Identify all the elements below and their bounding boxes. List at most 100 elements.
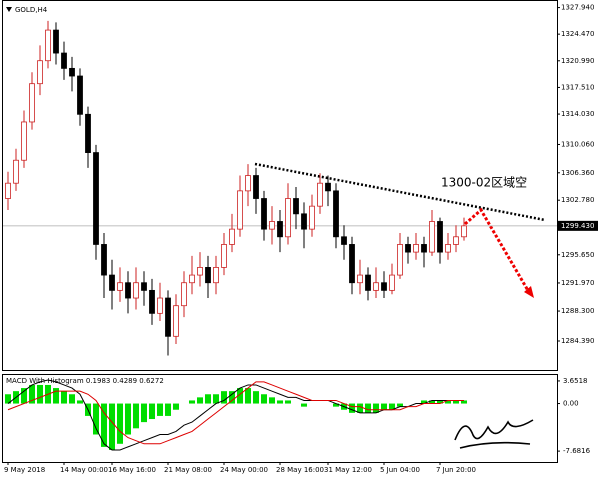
candle-body bbox=[461, 225, 467, 238]
macd-bar bbox=[261, 394, 267, 404]
macd-bar bbox=[373, 403, 379, 413]
candle-body bbox=[373, 282, 379, 291]
candle-body bbox=[421, 244, 427, 253]
candle-body bbox=[109, 274, 115, 291]
macd-bar bbox=[173, 403, 179, 410]
macd-bar bbox=[205, 394, 211, 404]
candle-body bbox=[101, 244, 107, 276]
candle-body bbox=[301, 213, 307, 230]
macd-bar bbox=[189, 400, 195, 404]
macd-bar bbox=[197, 397, 203, 404]
candle-body bbox=[269, 221, 275, 230]
x-tick-label: 5 Jun 04:00 bbox=[380, 466, 420, 474]
y-tick-label: 1320.990 bbox=[561, 57, 594, 65]
macd-bar bbox=[157, 403, 163, 416]
candle-body bbox=[277, 221, 283, 238]
macd-bar bbox=[141, 403, 147, 423]
macd-bar bbox=[269, 397, 275, 404]
candle-body bbox=[61, 52, 67, 69]
candle-body bbox=[253, 175, 259, 199]
candle-body bbox=[245, 175, 251, 192]
candle-body bbox=[149, 289, 155, 314]
y-tick-label: 1317.510 bbox=[561, 83, 594, 91]
candle-body bbox=[77, 75, 83, 115]
candle-body bbox=[389, 274, 395, 291]
candle-body bbox=[157, 297, 163, 314]
candle-body bbox=[453, 236, 459, 245]
macd-line bbox=[7, 379, 464, 451]
macd-bar bbox=[37, 384, 43, 404]
macd-bar bbox=[437, 400, 443, 404]
candle-body bbox=[141, 282, 147, 291]
macd-bar bbox=[29, 384, 35, 404]
macd-bar bbox=[381, 403, 387, 410]
macd-bar bbox=[429, 400, 435, 404]
last-price-box bbox=[558, 220, 598, 231]
candle-body bbox=[341, 236, 347, 245]
candle-body bbox=[93, 152, 99, 245]
macd-bar bbox=[397, 403, 403, 407]
candle-body bbox=[365, 274, 371, 291]
candle-body bbox=[437, 221, 443, 253]
candle-body bbox=[445, 244, 451, 253]
candle-body bbox=[85, 113, 91, 153]
x-tick-label: 31 May 12:00 bbox=[324, 466, 372, 474]
trend-line bbox=[254, 162, 546, 222]
candle-body bbox=[261, 198, 267, 230]
y-tick-label: 1324.470 bbox=[561, 30, 594, 38]
macd-bar bbox=[277, 400, 283, 404]
candle-body bbox=[413, 244, 419, 253]
candle-body bbox=[13, 159, 19, 184]
macd-bar bbox=[5, 394, 11, 404]
y-tick-label: 1302.780 bbox=[561, 196, 594, 204]
macd-bar bbox=[61, 391, 67, 404]
macd-bar bbox=[245, 388, 251, 404]
macd-y-tick-label: 0.00 bbox=[563, 400, 579, 408]
macd-bar bbox=[349, 403, 355, 413]
macd-bar bbox=[53, 388, 59, 404]
symbol-label: GOLD,H4 bbox=[15, 6, 48, 14]
macd-bar bbox=[301, 403, 307, 407]
candle-body bbox=[205, 267, 211, 284]
macd-bar bbox=[445, 400, 451, 404]
macd-y-tick-label: 3.6518 bbox=[563, 377, 588, 385]
macd-bar bbox=[101, 403, 107, 447]
arrow-head bbox=[524, 286, 534, 298]
y-tick-label: 1295.650 bbox=[561, 251, 594, 259]
macd-label: MACD With Histogram 0.1983 0.4289 0.6272 bbox=[6, 377, 164, 385]
candle-body bbox=[397, 244, 403, 276]
candle-body bbox=[405, 244, 411, 253]
y-tick-label: 1284.390 bbox=[561, 337, 594, 345]
x-tick-label: 16 May 16:00 bbox=[108, 466, 156, 474]
candle-body bbox=[333, 190, 339, 238]
candle-body bbox=[237, 190, 243, 230]
candle-body bbox=[293, 198, 299, 215]
macd-bar bbox=[149, 403, 155, 420]
macd-bar bbox=[213, 394, 219, 404]
main-panel bbox=[2, 0, 558, 371]
x-tick-label: 21 May 08:00 bbox=[164, 466, 212, 474]
macd-bar bbox=[69, 394, 75, 404]
candle-body bbox=[29, 83, 35, 123]
macd-bar bbox=[125, 403, 131, 435]
candle-body bbox=[53, 29, 59, 54]
candle-body bbox=[133, 282, 139, 299]
macd-bar bbox=[285, 400, 291, 404]
macd-bar bbox=[461, 400, 467, 404]
candle-body bbox=[69, 67, 75, 77]
y-tick-label: 1306.360 bbox=[561, 169, 594, 177]
candle-body bbox=[213, 267, 219, 284]
macd-bar bbox=[229, 391, 235, 404]
x-tick-label: 24 May 00:00 bbox=[220, 466, 268, 474]
y-tick-label: 1288.300 bbox=[561, 307, 594, 315]
macd-bar bbox=[133, 403, 139, 429]
candle-body bbox=[45, 29, 51, 62]
candle-body bbox=[229, 228, 235, 245]
candle-body bbox=[197, 267, 203, 276]
candle-body bbox=[381, 282, 387, 291]
candle-body bbox=[117, 282, 123, 291]
candle-body bbox=[173, 305, 179, 337]
candle-body bbox=[21, 121, 27, 161]
macd-bar bbox=[221, 391, 227, 404]
